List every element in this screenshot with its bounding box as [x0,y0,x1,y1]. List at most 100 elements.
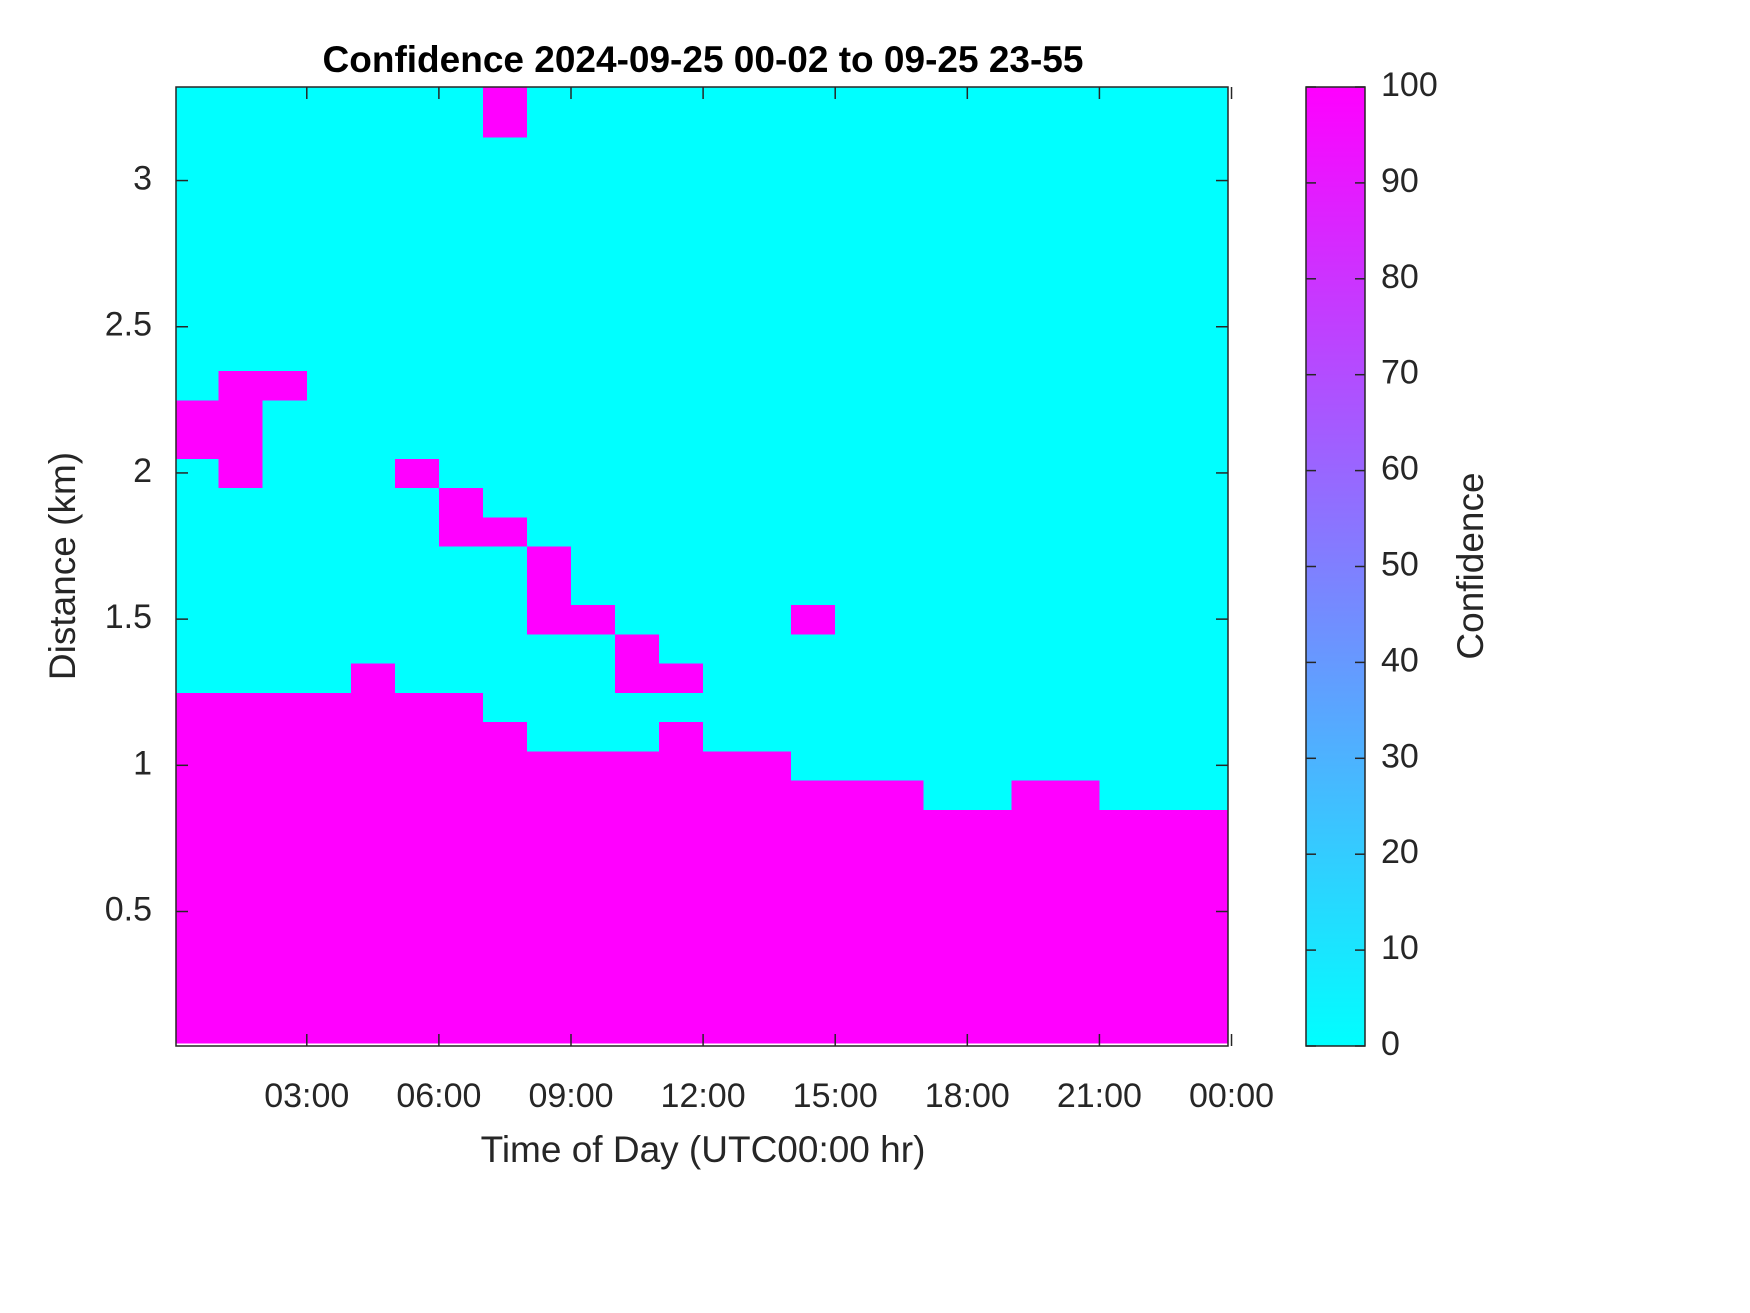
heatmap-cell [1055,487,1101,518]
heatmap-cell [306,487,352,518]
heatmap-cell [923,487,968,518]
heatmap-cell [350,604,396,635]
heatmap-cell [923,721,968,752]
heatmap-cell [1187,984,1228,1015]
heatmap-cell [791,955,836,986]
heatmap-cell [1011,721,1056,752]
heatmap-cell [615,312,660,342]
heatmap-cell [438,136,484,167]
heatmap-cell [262,809,308,840]
heatmap-cell [615,955,660,986]
heatmap-cell [306,370,352,401]
heatmap-cell [176,516,220,547]
heatmap-cell [1143,750,1189,781]
heatmap-cell [835,662,880,693]
heatmap-cell [394,429,440,459]
heatmap-cell [791,370,836,401]
heatmap-cell [1055,721,1101,752]
heatmap-cell [570,662,616,693]
heatmap-cell [659,516,704,547]
heatmap-cell [1055,312,1101,342]
heatmap-cell [438,896,484,927]
y-tick-label: 1 [133,744,152,782]
heatmap-cell [262,546,308,576]
heatmap-cell [923,779,968,810]
heatmap-cell [482,604,528,635]
heatmap-cell [879,136,924,167]
heatmap-cell [438,809,484,840]
heatmap-cell [262,282,308,313]
heatmap-cell [615,662,660,693]
heatmap-cell [1055,867,1101,898]
heatmap-cell [1055,575,1101,606]
heatmap-cell [1143,224,1189,255]
heatmap-cell [570,955,616,986]
heatmap-cell [394,195,440,226]
heatmap-cell [747,604,792,635]
heatmap-cell [1011,809,1056,840]
heatmap-cell [176,546,220,576]
heatmap-cell [394,516,440,547]
heatmap-cell [1099,87,1145,109]
heatmap-cell [659,575,704,606]
heatmap-cell [176,955,220,986]
heatmap-cell [791,721,836,752]
heatmap-cell [791,575,836,606]
heatmap-cell [1011,984,1056,1015]
heatmap-cell [879,838,924,869]
heatmap-cell [879,809,924,840]
heatmap-cell [1011,429,1056,459]
heatmap-cell [262,224,308,255]
heatmap-cell [703,809,748,840]
heatmap-cell [879,195,924,226]
heatmap-cell [967,575,1012,606]
heatmap-cell [615,867,660,898]
heatmap-cell [526,370,572,401]
heatmap-cell [1011,165,1056,196]
heatmap-cell [1143,165,1189,196]
heatmap-cell [1187,87,1228,109]
heatmap-cell [262,662,308,693]
heatmap-cell [1143,107,1189,138]
heatmap-cell [350,838,396,869]
heatmap-cell [967,253,1012,284]
heatmap-cell [967,429,1012,459]
heatmap-cell [1011,955,1056,986]
heatmap-cell [218,429,264,459]
heatmap-cell [703,633,748,664]
heatmap-cell [350,1013,396,1044]
heatmap-cell [879,399,924,430]
heatmap-cell [1099,662,1145,693]
heatmap-cell [1099,867,1145,898]
x-tick-label: 18:00 [925,1077,1010,1115]
heatmap-cell [747,721,792,752]
heatmap-cell [1055,955,1101,986]
heatmap-cell [306,224,352,255]
heatmap-cell [923,633,968,664]
heatmap-cell [1187,955,1228,986]
heatmap-cell [1187,136,1228,167]
heatmap-cell [350,136,396,167]
heatmap-cell [306,195,352,226]
heatmap-cell [703,926,748,956]
heatmap-cell [659,955,704,986]
colorbar-label: Confidence [1450,472,1491,659]
heatmap-cell [879,429,924,459]
colorbar-tick-label: 100 [1381,66,1438,104]
heatmap-cell [615,253,660,284]
heatmap-cell [791,516,836,547]
heatmap-cell [306,399,352,430]
heatmap-cell [923,750,968,781]
heatmap-cell [923,575,968,606]
heatmap-cell [835,312,880,342]
heatmap-cell [176,107,220,138]
heatmap-cell [879,721,924,752]
colorbar-tick-label: 90 [1381,162,1419,200]
heatmap-cell [482,662,528,693]
heatmap-cell [570,546,616,576]
heatmap-cell [967,750,1012,781]
heatmap-cell [1055,633,1101,664]
heatmap-cell [703,779,748,810]
heatmap-cell [791,195,836,226]
heatmap-cell [835,253,880,284]
